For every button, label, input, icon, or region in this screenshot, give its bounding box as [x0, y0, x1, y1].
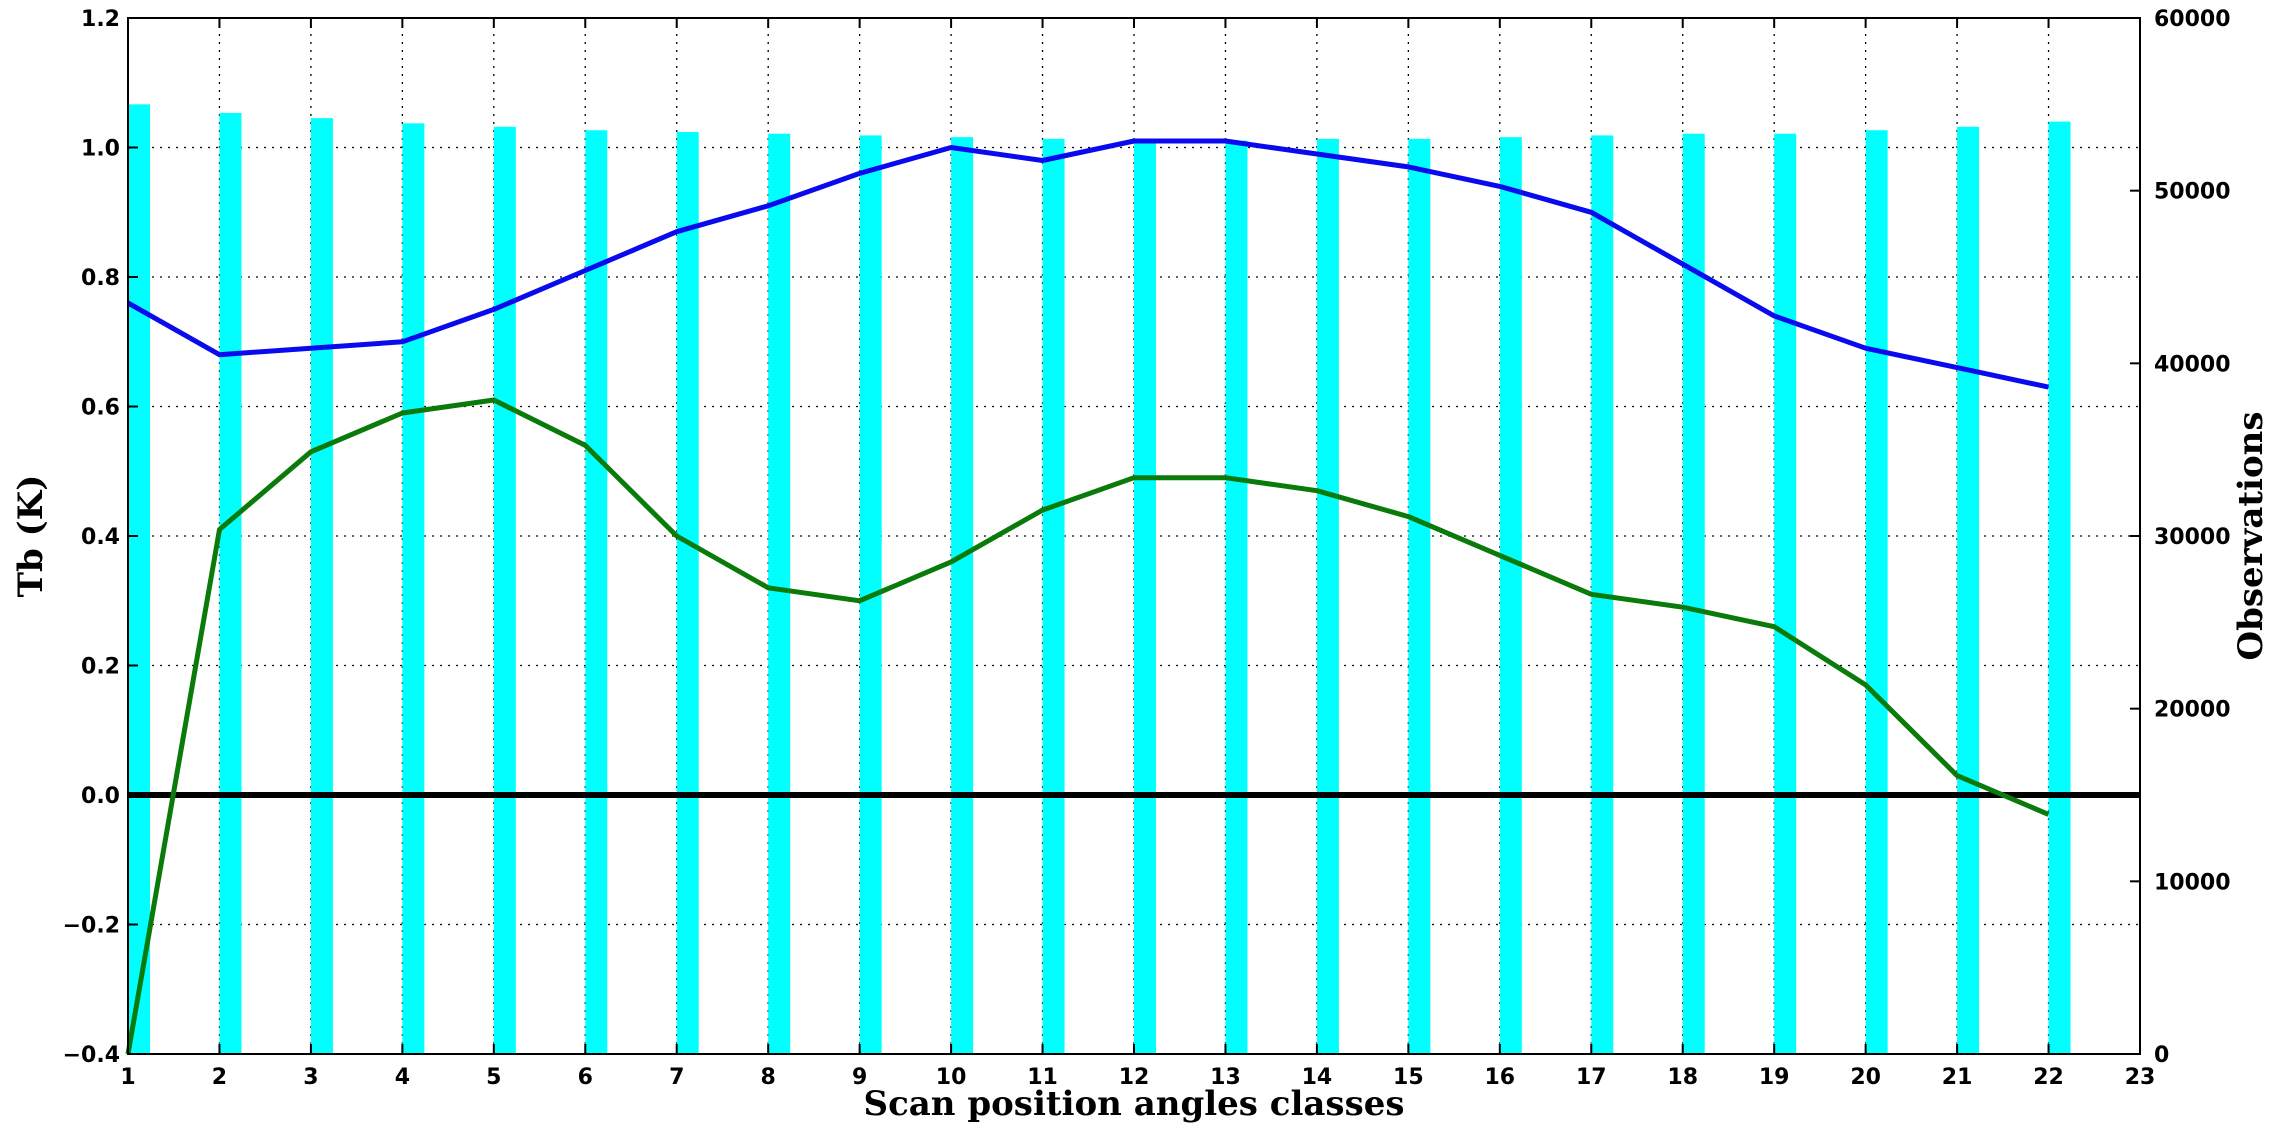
tb-lines: [125, 138, 2050, 1055]
observation-bar: [493, 126, 516, 1054]
y-right-tick-label: 10000: [2154, 870, 2231, 895]
x-tick-label: 19: [1759, 1065, 1790, 1090]
x-tick-label: 18: [1667, 1065, 1698, 1090]
observation-bar: [676, 131, 699, 1054]
observation-bar: [402, 123, 425, 1055]
observation-bar: [1042, 138, 1065, 1054]
observation-bar: [1774, 133, 1797, 1055]
x-tick-label: 8: [761, 1065, 776, 1090]
observation-bar: [1408, 138, 1431, 1054]
x-tick-label: 10: [936, 1065, 967, 1090]
x-tick-label: 22: [2033, 1065, 2064, 1090]
y-left-tick-label: −0.2: [63, 914, 120, 939]
x-tick-label: 11: [1027, 1065, 1058, 1090]
observation-bar: [128, 104, 150, 1055]
x-tick-label: 6: [578, 1065, 593, 1090]
y-right-tick-label: 40000: [2154, 352, 2231, 377]
observation-bar: [310, 118, 333, 1054]
observation-bar: [219, 112, 242, 1054]
y-left-tick-label: 1.0: [81, 137, 120, 162]
tick-marks: [127, 17, 2141, 1055]
x-tick-label: 7: [669, 1065, 684, 1090]
y-right-tick-label: 50000: [2154, 180, 2231, 205]
x-tick-label: 3: [303, 1065, 318, 1090]
observation-bar: [768, 133, 791, 1055]
observation-bar: [2048, 121, 2071, 1055]
observation-bar: [1499, 137, 1522, 1054]
x-tick-label: 17: [1576, 1065, 1607, 1090]
x-tick-label: 5: [486, 1065, 501, 1090]
x-tick-label: 2: [212, 1065, 227, 1090]
observation-bar: [1316, 138, 1339, 1054]
series-line-2: [125, 397, 2050, 1055]
y-left-tick-label: −0.4: [63, 1043, 120, 1068]
x-tick-label: 12: [1119, 1065, 1150, 1090]
observation-bar: [1957, 126, 1980, 1054]
y-right-tick-label: 20000: [2154, 698, 2231, 723]
observation-bar: [1865, 130, 1888, 1054]
x-tick-label: 15: [1393, 1065, 1424, 1090]
y-left-tick-label: 0.2: [81, 655, 120, 680]
tick-labels: 1 2 3 4 5 6 7 8 9 10 11 12 13 14 15 16 17 18 19 20 21 22 23−0.…: [63, 7, 2231, 1090]
x-tick-label: 14: [1302, 1065, 1333, 1090]
x-axis-title: Scan position angles classes: [864, 1084, 1405, 1124]
x-tick-label: 1: [120, 1065, 135, 1090]
y-left-tick-label: 0.8: [81, 266, 120, 291]
x-tick-label: 21: [1942, 1065, 1973, 1090]
observation-bar: [951, 137, 974, 1054]
x-tick-label: 13: [1210, 1065, 1241, 1090]
x-tick-label: 23: [2125, 1065, 2156, 1090]
y-left-tick-label: 0.4: [81, 525, 120, 550]
y-right-tick-label: 0: [2154, 1043, 2169, 1068]
y-right-tick-label: 30000: [2154, 525, 2231, 550]
x-tick-label: 9: [852, 1065, 867, 1090]
observation-bars: [128, 104, 2071, 1055]
observation-bar: [1682, 133, 1705, 1055]
y-right-axis-title: Observations: [2231, 411, 2271, 660]
y-left-tick-label: 1.2: [81, 7, 120, 32]
y-right-tick-label: 60000: [2154, 7, 2231, 32]
series-line-1: [126, 138, 2050, 390]
x-tick-label: 16: [1485, 1065, 1516, 1090]
y-left-tick-label: 0.6: [81, 396, 120, 421]
x-tick-label: 4: [395, 1065, 410, 1090]
observation-bar: [585, 130, 608, 1054]
observation-bar: [1225, 140, 1248, 1055]
x-tick-label: 20: [1850, 1065, 1881, 1090]
observation-bar: [1134, 140, 1156, 1055]
y-left-tick-label: 0.0: [81, 784, 120, 809]
y-left-axis-title: Tb (K): [11, 475, 51, 598]
